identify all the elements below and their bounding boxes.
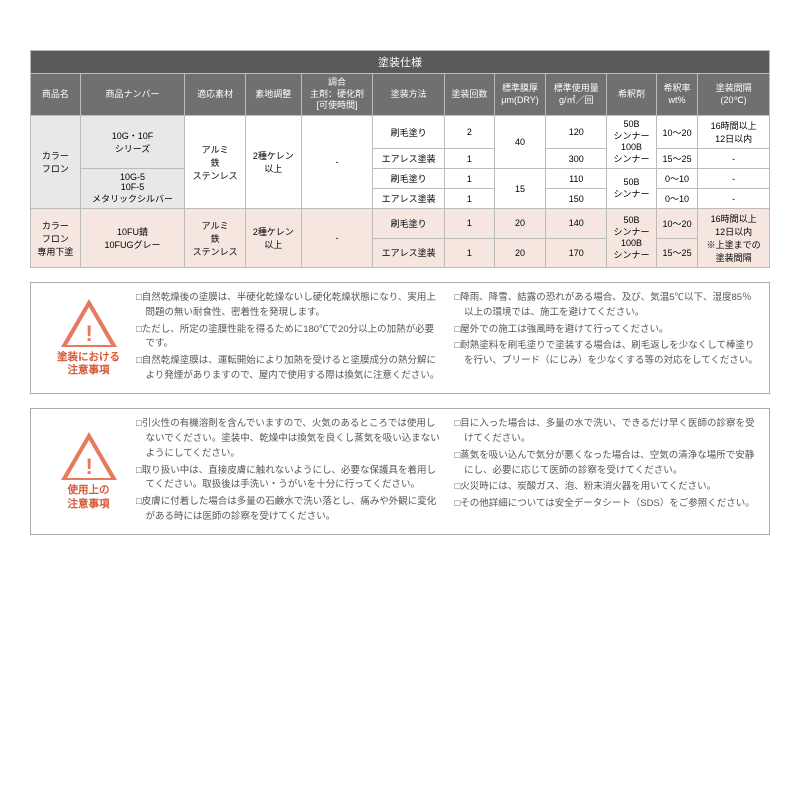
h-rate: 希釈率wt% xyxy=(656,74,697,116)
prep1: 2種ケレン以上 xyxy=(245,116,301,209)
m-brush: 刷毛塗り xyxy=(373,116,445,149)
notice1-label: 塗装における注意事項 xyxy=(57,351,120,378)
cat1: カラーフロン xyxy=(31,116,81,209)
notice2-left: □引火性の有機溶剤を含んでいますので、火気のあるところでは使用しないでください。… xyxy=(136,417,441,526)
notice2-label: 使用上の注意事項 xyxy=(68,484,110,511)
h-intv: 塗装間隔(20℃) xyxy=(698,74,770,116)
h-dil: 希釈剤 xyxy=(607,74,657,116)
h-prep: 素地調整 xyxy=(245,74,301,116)
h-count: 塗装回数 xyxy=(444,74,494,116)
pn1: 10G・10Fシリーズ xyxy=(80,116,184,169)
spec-table: 塗装仕様 商品名 商品ナンバー 適応素材 素地調整 調合主剤：硬化剤[可使時間]… xyxy=(30,50,770,268)
notice2-right: □目に入った場合は、多量の水で洗い、できるだけ早く医師の診察を受けてください。 … xyxy=(455,417,760,526)
notice1-left: □自然乾燥後の塗膜は、半硬化乾燥ないし硬化乾燥状態になり、実用上問題の無い耐食性… xyxy=(136,291,441,385)
h-mix: 調合主剤：硬化剤[可使時間] xyxy=(301,74,373,116)
notice-paint: ! 塗装における注意事項 □自然乾燥後の塗膜は、半硬化乾燥ないし硬化乾燥状態にな… xyxy=(30,282,770,394)
mix1: - xyxy=(301,116,373,209)
warning-icon: ! xyxy=(61,299,117,347)
h-thick: 標準膜厚μm(DRY) xyxy=(494,74,546,116)
warning-icon: ! xyxy=(61,432,117,480)
table-title: 塗装仕様 xyxy=(31,51,770,74)
h-method: 塗装方法 xyxy=(373,74,445,116)
cat2: カラーフロン専用下塗 xyxy=(31,209,81,268)
notice-use: ! 使用上の注意事項 □引火性の有機溶剤を含んでいますので、火気のあるところでは… xyxy=(30,408,770,535)
h-use: 標準使用量g/㎡／回 xyxy=(546,74,607,116)
notice1-right: □降雨、降雪、結露の恐れがある場合、及び、気温5℃以下、湿度85％以上の環境では… xyxy=(455,291,760,385)
h-mat: 適応素材 xyxy=(185,74,246,116)
h-name: 商品名 xyxy=(31,74,81,116)
h-num: 商品ナンバー xyxy=(80,74,184,116)
pn2: 10G-510F-5メタリックシルバー xyxy=(80,169,184,209)
mat1: アルミ鉄ステンレス xyxy=(185,116,246,209)
pn3: 10FU錆10FUGグレー xyxy=(80,209,184,268)
